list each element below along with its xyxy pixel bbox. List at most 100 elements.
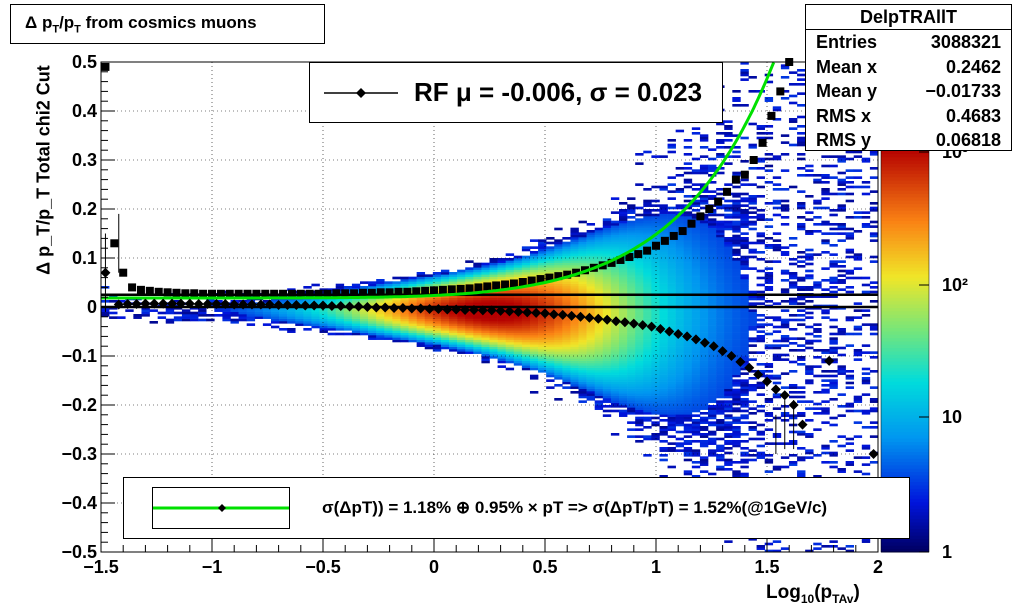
heatmap-cell [724, 283, 733, 287]
heatmap-cell [716, 141, 725, 144]
heatmap-cell [489, 351, 498, 354]
heatmap-cell [651, 437, 660, 441]
heatmap-cell [432, 281, 442, 284]
heatmap-cell [837, 367, 846, 371]
heatmap-cell [449, 349, 458, 352]
heatmap-cell [708, 323, 717, 326]
heatmap-cell [732, 356, 741, 359]
heatmap-cell [805, 307, 814, 310]
heatmap-cell [716, 379, 725, 382]
heatmap-cell [805, 372, 814, 375]
heatmap-cell [627, 379, 636, 382]
heatmap-cell [788, 143, 798, 147]
heatmap-cell [756, 297, 765, 301]
heatmap-cell [538, 367, 547, 371]
heatmap-cell [570, 309, 579, 312]
heatmap-cell [578, 332, 587, 336]
heatmap-cell [521, 316, 531, 319]
heatmap-cell [408, 330, 417, 333]
heatmap-cell [740, 300, 749, 303]
heatmap-cell [788, 286, 798, 289]
mean-point [353, 301, 364, 312]
heatmap-cell [578, 253, 587, 256]
heatmap-cell [400, 300, 409, 303]
heatmap-cell [853, 230, 863, 233]
heatmap-cell [699, 286, 709, 289]
heatmap-cell [683, 195, 693, 198]
heatmap-cell [473, 295, 482, 298]
heatmap-cell [691, 323, 701, 326]
heatmap-cell [659, 363, 668, 366]
heatmap-cell [505, 295, 515, 298]
heatmap-cell [529, 391, 539, 394]
heatmap-cell [521, 360, 531, 364]
heatmap-cell [538, 272, 547, 275]
heatmap-cell [667, 367, 676, 371]
heatmap-cell [546, 246, 555, 249]
heatmap-cell [724, 391, 733, 394]
heatmap-cell [384, 309, 393, 312]
heatmap-cell [529, 272, 539, 275]
heatmap-cell [489, 335, 498, 338]
heatmap-cell [732, 185, 741, 189]
heatmap-cell [440, 321, 450, 324]
heatmap-cell [772, 549, 782, 553]
heatmap-cell [699, 309, 709, 312]
heatmap-cell [837, 370, 846, 373]
heatmap-cell [610, 335, 620, 338]
heatmap-cell [837, 393, 846, 396]
heatmap-cell [683, 363, 693, 366]
heatmap-cell [683, 248, 693, 252]
heatmap-cell [651, 393, 660, 396]
heatmap-cell [716, 402, 725, 406]
heatmap-cell [602, 332, 612, 336]
heatmap-cell [699, 300, 709, 303]
heatmap-cell [667, 211, 676, 214]
heatmap-cell [821, 241, 830, 245]
heatmap-cell [675, 346, 685, 350]
heatmap-cell [497, 321, 506, 324]
sigma-point [110, 239, 119, 248]
heatmap-cell [724, 374, 733, 378]
heatmap-cell [562, 365, 571, 368]
heatmap-cell [594, 295, 604, 298]
heatmap-cell [627, 344, 636, 347]
heatmap-cell [716, 437, 725, 441]
heatmap-cell [578, 239, 587, 242]
heatmap-cell [602, 344, 612, 347]
heatmap-cell [837, 178, 846, 182]
heatmap-cell [837, 269, 846, 273]
heatmap-cell [740, 136, 749, 140]
heatmap-cell [732, 398, 741, 401]
heatmap-cell [643, 323, 652, 326]
heatmap-cell [319, 309, 328, 312]
heatmap-cell [699, 377, 709, 380]
heatmap-cell [667, 412, 676, 415]
heatmap-cell [408, 311, 417, 315]
colorbar-segment [881, 173, 929, 178]
heatmap-cell [764, 377, 774, 380]
heatmap-cell [724, 409, 733, 413]
heatmap-cell [683, 178, 693, 182]
heatmap-cell [368, 330, 377, 333]
heatmap-cell [449, 316, 458, 319]
heatmap-cell [708, 454, 717, 457]
heatmap-cell [821, 461, 830, 464]
heatmap-cell [360, 297, 369, 301]
heatmap-cell [683, 288, 693, 291]
heatmap-cell [570, 342, 579, 345]
heatmap-cell [708, 360, 717, 364]
heatmap-cell [724, 332, 733, 336]
heatmap-cell [691, 321, 701, 324]
heatmap-cell [756, 283, 765, 287]
heatmap-cell [376, 330, 385, 333]
heatmap-cell [610, 379, 620, 382]
heatmap-cell [651, 185, 660, 189]
heatmap-cell [570, 234, 579, 238]
heatmap-cell [602, 279, 612, 282]
heatmap-cell [659, 206, 668, 210]
heatmap-cell [262, 300, 272, 303]
heatmap-cell [594, 283, 604, 287]
heatmap-cell [513, 279, 523, 282]
heatmap-cell [683, 139, 693, 142]
